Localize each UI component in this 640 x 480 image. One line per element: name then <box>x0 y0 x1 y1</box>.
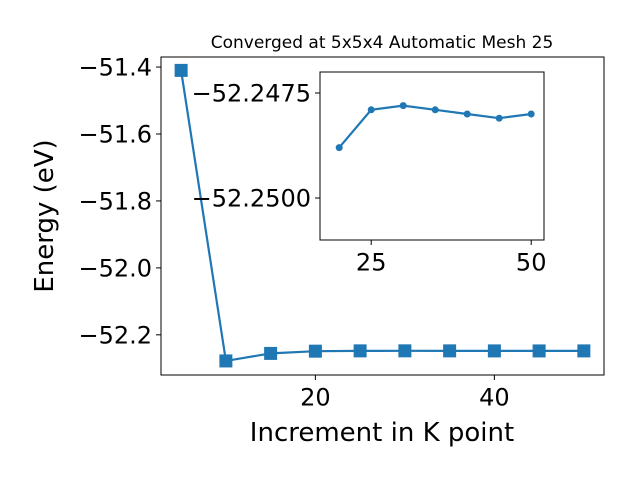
main-data-point <box>398 344 412 358</box>
inset-x-tick-label: 25 <box>356 249 387 277</box>
y-axis-label: Energy (eV) <box>30 139 60 292</box>
main-data-point <box>532 344 546 358</box>
chart-title: Converged at 5x5x4 Automatic Mesh 25 <box>211 33 554 53</box>
x-axis-label: Increment in K point <box>250 418 514 448</box>
main-data-point <box>443 344 457 358</box>
inset-data-point <box>527 110 535 118</box>
main-data-point <box>219 354 233 368</box>
main-series-line <box>180 70 584 363</box>
inset-x-axis: 25 50 <box>356 240 547 277</box>
inset-data-point <box>463 110 471 118</box>
main-y-tick-label: −51.4 <box>78 54 152 82</box>
inset-data-point <box>495 114 503 122</box>
inset-data-point <box>399 102 407 110</box>
main-x-tick-label: 20 <box>300 384 331 412</box>
main-data-point <box>577 344 591 358</box>
main-data-point <box>487 344 501 358</box>
main-data-point <box>264 346 278 360</box>
main-y-axis: −51.4 −51.6 −51.8 −52.0 −52.2 <box>78 54 161 349</box>
main-plot: Converged at 5x5x4 Automatic Mesh 25 −51… <box>30 33 605 448</box>
inset-data-point <box>367 106 375 114</box>
main-plot-frame <box>160 56 605 376</box>
main-series <box>174 63 591 368</box>
inset-data-point <box>335 144 343 152</box>
main-y-tick-label: −51.6 <box>78 121 152 149</box>
main-y-tick-label: −52.2 <box>78 321 152 349</box>
inset-plot: −52.2500 −52.2475 25 50 <box>192 71 547 277</box>
inset-x-tick-label: 50 <box>516 249 547 277</box>
main-data-point <box>353 344 367 358</box>
main-y-tick-label: −51.8 <box>78 188 152 216</box>
main-y-tick-label: −52.0 <box>78 255 152 283</box>
inset-series <box>335 102 535 152</box>
main-data-point <box>308 344 322 358</box>
inset-plot-frame <box>319 71 545 241</box>
inset-y-tick-label: −52.2500 <box>192 185 311 213</box>
inset-y-tick-label: −52.2475 <box>192 80 311 108</box>
main-data-point <box>174 63 188 77</box>
inset-data-point <box>431 106 439 114</box>
inset-y-axis: −52.2500 −52.2475 <box>192 80 320 213</box>
main-x-axis: 20 40 <box>300 375 510 412</box>
main-x-tick-label: 40 <box>479 384 510 412</box>
